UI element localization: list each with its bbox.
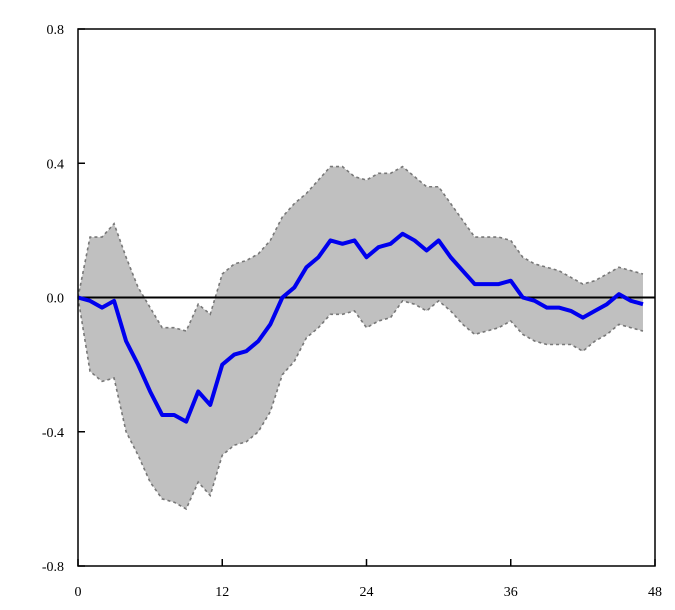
y-tick-label: 0.0 <box>47 292 65 307</box>
plot-frame <box>77 28 656 567</box>
x-tick-label: 0 <box>75 585 82 600</box>
x-axis-ticks: 0 12 24 36 48 <box>75 559 662 600</box>
upper-band-line <box>77 165 644 333</box>
confidence-band <box>78 166 643 509</box>
x-tick-label: 48 <box>648 585 662 600</box>
x-tick-label: 24 <box>360 585 374 600</box>
response-line <box>77 231 644 424</box>
x-tick-label: 36 <box>504 585 518 600</box>
x-tick-label: 12 <box>215 585 229 600</box>
y-tick-label: 0.8 <box>47 23 65 38</box>
y-tick-label: -0.8 <box>42 560 64 575</box>
y-tick-label: 0.4 <box>47 157 65 172</box>
y-tick-label: -0.4 <box>42 426 64 441</box>
